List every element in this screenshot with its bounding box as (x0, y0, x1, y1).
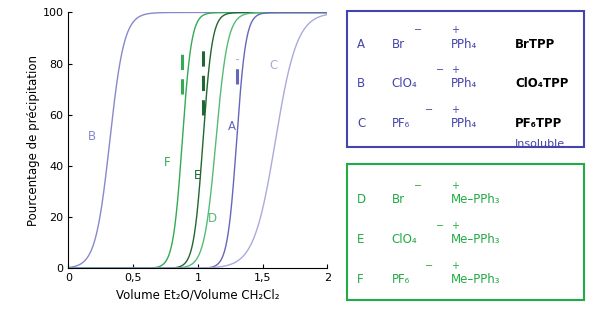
Text: Me–PPh₃: Me–PPh₃ (451, 193, 500, 206)
Text: PF₆: PF₆ (392, 117, 410, 130)
Text: +: + (451, 65, 459, 75)
Text: −: − (425, 261, 433, 271)
Text: Insoluble: Insoluble (515, 139, 565, 149)
Text: Br: Br (392, 193, 405, 206)
FancyBboxPatch shape (347, 163, 584, 300)
Text: −: − (414, 181, 422, 191)
Text: D: D (208, 212, 217, 225)
Text: −: − (436, 65, 444, 75)
Text: +: + (451, 261, 459, 271)
Text: −: − (414, 25, 422, 35)
Text: Me–PPh₃: Me–PPh₃ (451, 273, 500, 286)
X-axis label: Volume Et₂O/Volume CH₂Cl₂: Volume Et₂O/Volume CH₂Cl₂ (116, 289, 280, 302)
Text: F: F (164, 156, 171, 169)
Text: C: C (357, 117, 365, 130)
Text: Me–PPh₃: Me–PPh₃ (451, 233, 500, 246)
Text: E: E (357, 233, 364, 246)
Text: BrTPP: BrTPP (515, 37, 555, 51)
Text: ClO₄: ClO₄ (392, 77, 417, 90)
Text: F: F (357, 273, 364, 286)
Text: −: − (436, 221, 444, 231)
Text: PPh₄: PPh₄ (451, 77, 477, 90)
Text: +: + (451, 181, 459, 191)
Text: PPh₄: PPh₄ (451, 37, 477, 51)
Text: Br: Br (392, 37, 405, 51)
Text: +: + (451, 221, 459, 231)
Text: B: B (88, 130, 96, 144)
Text: PF₆: PF₆ (392, 273, 410, 286)
Text: C: C (269, 59, 277, 72)
Text: +: + (451, 105, 459, 115)
Text: E: E (194, 169, 201, 182)
Text: PF₆TPP: PF₆TPP (515, 117, 562, 130)
Text: +: + (451, 25, 459, 35)
Text: B: B (357, 77, 365, 90)
Text: A: A (357, 37, 365, 51)
Text: ClO₄: ClO₄ (392, 233, 417, 246)
Y-axis label: Pourcentage de précipitation: Pourcentage de précipitation (27, 55, 40, 226)
Text: A: A (228, 120, 236, 133)
Text: −: − (425, 105, 433, 115)
Text: PPh₄: PPh₄ (451, 117, 477, 130)
Text: ClO₄TPP: ClO₄TPP (515, 77, 568, 90)
FancyBboxPatch shape (347, 11, 584, 147)
Text: D: D (357, 193, 366, 206)
